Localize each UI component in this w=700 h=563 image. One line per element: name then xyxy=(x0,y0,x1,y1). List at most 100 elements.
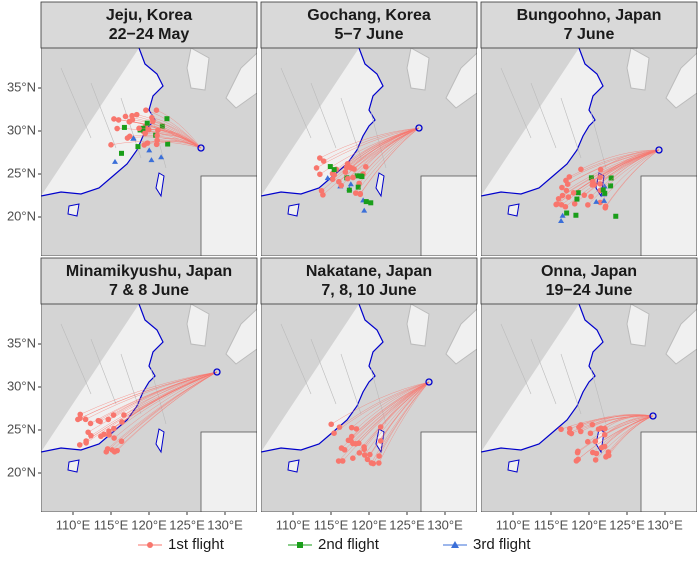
landing-point xyxy=(361,446,368,453)
landing-point xyxy=(589,421,596,428)
x-tick-label: 130°E xyxy=(427,517,463,532)
trajectory xyxy=(116,371,218,451)
landing-point xyxy=(350,440,356,447)
x-tick-label: 115°E xyxy=(534,517,569,532)
landing-point xyxy=(109,447,116,453)
landing-point xyxy=(559,184,565,191)
panel-header xyxy=(260,1,478,49)
legend-label: 3rd flight xyxy=(473,536,531,553)
x-tick-label: 110°E xyxy=(496,517,531,532)
panel-title: Nakatane, Japan xyxy=(306,263,432,280)
landing-point xyxy=(564,210,570,216)
landing-point xyxy=(344,175,351,182)
border xyxy=(90,338,117,405)
border xyxy=(500,323,532,395)
release-site xyxy=(415,124,423,132)
landing-point xyxy=(103,449,110,455)
korea xyxy=(406,48,430,91)
trajectory xyxy=(605,149,660,208)
landing-point xyxy=(613,213,619,219)
inset xyxy=(200,175,257,256)
trajectory xyxy=(598,415,654,430)
landing-point xyxy=(589,449,596,456)
panel: Onna, Japan 19−24 June xyxy=(480,257,698,512)
landing-point xyxy=(363,164,369,170)
korea xyxy=(626,304,650,347)
trajectory xyxy=(576,415,654,462)
x-tick-label: 120°E xyxy=(351,517,387,532)
legend-symbol xyxy=(451,541,459,548)
landing-point xyxy=(592,457,599,463)
landing-point xyxy=(577,428,584,435)
landing-point xyxy=(363,199,369,205)
x-tick-label: 125°E xyxy=(389,517,425,532)
trajectory xyxy=(85,371,218,442)
landing-point xyxy=(559,212,566,218)
trajectory xyxy=(367,381,430,460)
trajectory xyxy=(592,149,660,186)
landing-point xyxy=(563,177,569,184)
landing-point xyxy=(376,453,382,459)
landing-point xyxy=(121,124,127,130)
landing-point xyxy=(76,442,83,448)
landing-point xyxy=(601,197,608,203)
border xyxy=(530,338,557,405)
landing-point xyxy=(587,430,594,437)
landing-point xyxy=(347,164,354,171)
panel: Jeju, Korea 22−24 May xyxy=(40,1,258,256)
landing-point xyxy=(331,430,337,437)
landing-point xyxy=(114,125,120,132)
legend-symbol xyxy=(147,542,153,548)
korea xyxy=(626,48,650,91)
hainan xyxy=(507,459,520,473)
trajectory xyxy=(144,141,202,149)
border xyxy=(370,112,387,169)
taiwan xyxy=(155,428,165,454)
landing-point xyxy=(350,174,356,181)
hainan xyxy=(287,203,300,217)
landing-point xyxy=(148,157,155,163)
landing-point xyxy=(588,193,594,200)
landing-point xyxy=(111,116,117,122)
land xyxy=(481,304,603,452)
x-tick-label: 115°E xyxy=(314,517,349,532)
landing-point xyxy=(566,174,573,180)
release-site xyxy=(425,378,433,386)
landing-point xyxy=(83,438,89,444)
hainan xyxy=(67,459,80,473)
release-site xyxy=(213,368,221,376)
japan xyxy=(225,308,257,365)
landing-point xyxy=(106,428,112,434)
border xyxy=(530,82,557,149)
landing-point xyxy=(336,424,343,430)
map xyxy=(261,304,477,512)
landing-point xyxy=(593,198,600,204)
landing-point xyxy=(108,142,114,148)
border xyxy=(60,67,92,139)
trajectory xyxy=(567,149,660,185)
x-tick-label: 110°E xyxy=(56,517,91,532)
y-tick-label: 20°N xyxy=(7,208,36,223)
landing-point xyxy=(146,147,153,153)
panel-title: Onna, Japan xyxy=(541,263,637,280)
x-tick-label: 120°E xyxy=(571,517,607,532)
landing-point xyxy=(558,201,565,208)
landing-point xyxy=(347,181,354,187)
korea xyxy=(186,48,210,91)
landing-point xyxy=(159,123,165,129)
trajectory xyxy=(358,127,420,184)
map xyxy=(481,304,697,512)
border xyxy=(280,323,312,395)
korea xyxy=(406,304,430,347)
trajectory xyxy=(316,127,420,169)
landing-point xyxy=(327,164,333,170)
border xyxy=(310,338,337,405)
landing-point xyxy=(584,438,591,445)
x-tick-label: 120°E xyxy=(131,517,167,532)
landing-point xyxy=(600,187,606,193)
trajectory xyxy=(608,415,654,453)
trajectory xyxy=(565,149,660,181)
coastline xyxy=(261,48,384,197)
landing-point xyxy=(357,191,364,198)
trajectory xyxy=(123,371,218,416)
